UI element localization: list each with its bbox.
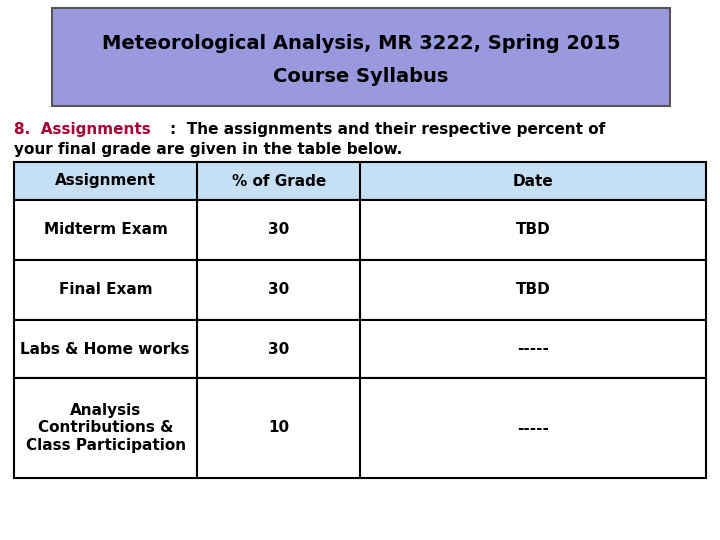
Text: Final Exam: Final Exam [59, 282, 153, 298]
FancyBboxPatch shape [14, 260, 706, 320]
FancyBboxPatch shape [52, 8, 670, 106]
Text: 30: 30 [268, 282, 289, 298]
FancyBboxPatch shape [14, 200, 706, 260]
Text: Assignment: Assignment [55, 173, 156, 188]
FancyBboxPatch shape [14, 378, 706, 478]
Text: your final grade are given in the table below.: your final grade are given in the table … [14, 142, 402, 157]
Text: Midterm Exam: Midterm Exam [44, 222, 168, 238]
Text: TBD: TBD [516, 282, 550, 298]
Text: 30: 30 [268, 222, 289, 238]
Text: TBD: TBD [516, 222, 550, 238]
Text: Date: Date [513, 173, 554, 188]
Text: Meteorological Analysis, MR 3222, Spring 2015: Meteorological Analysis, MR 3222, Spring… [102, 34, 621, 53]
Text: % of Grade: % of Grade [232, 173, 326, 188]
Text: Course Syllabus: Course Syllabus [274, 67, 449, 86]
Text: 30: 30 [268, 341, 289, 356]
Text: 10: 10 [268, 421, 289, 435]
Text: 8.  Assignments: 8. Assignments [14, 122, 150, 137]
Text: -----: ----- [517, 421, 549, 435]
Text: Analysis
Contributions &
Class Participation: Analysis Contributions & Class Participa… [26, 403, 186, 453]
Text: Labs & Home works: Labs & Home works [20, 341, 189, 356]
FancyBboxPatch shape [14, 320, 706, 378]
Text: :  The assignments and their respective percent of: : The assignments and their respective p… [170, 122, 606, 137]
Text: -----: ----- [517, 341, 549, 356]
FancyBboxPatch shape [14, 162, 706, 200]
